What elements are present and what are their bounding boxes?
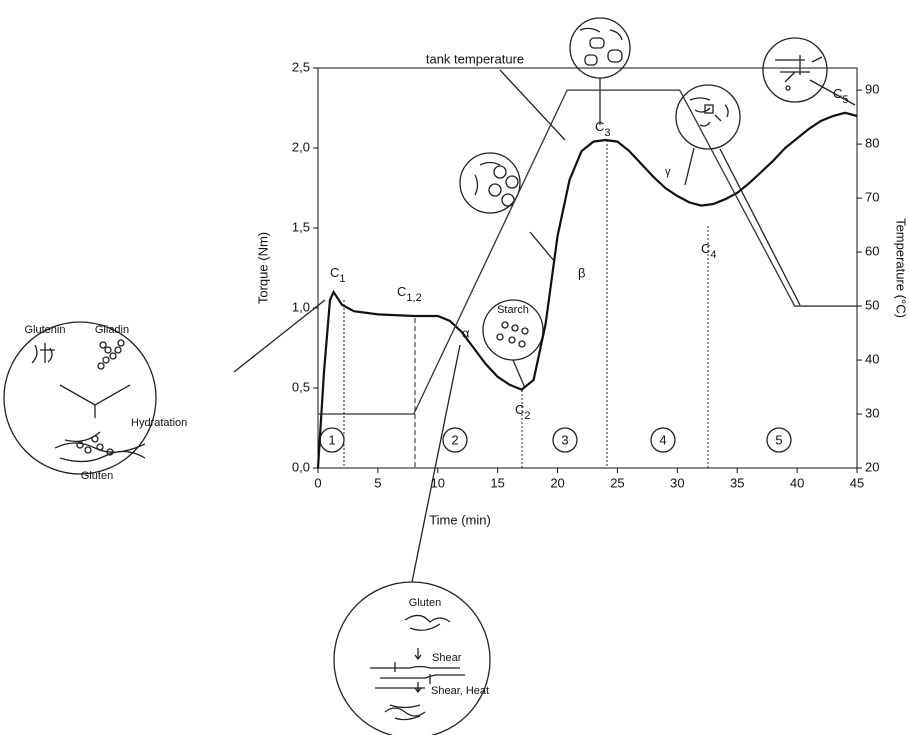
y2-tick-label: 50: [865, 297, 879, 312]
y2-tick-label: 60: [865, 244, 879, 259]
point-label: C4: [701, 241, 717, 260]
x-tick-label: 25: [610, 475, 624, 490]
x-tick-label: 10: [431, 475, 445, 490]
y-tick-label: 2,0: [292, 139, 310, 154]
x-tick-label: 20: [550, 475, 564, 490]
phase-label: β: [578, 265, 585, 280]
y2-tick-label: 70: [865, 190, 879, 205]
x-tick-label: 30: [670, 475, 684, 490]
inset-text: Shear, Heat: [431, 685, 489, 697]
arrow: [412, 345, 460, 582]
y-tick-label: 0,0: [292, 459, 310, 474]
point-label: C3: [595, 119, 611, 138]
inset-text: Gluten: [81, 470, 113, 482]
zone-label: 4: [659, 432, 666, 447]
point-label: C1,2: [397, 284, 422, 303]
zone-label: 2: [451, 432, 458, 447]
plot-frame: [318, 68, 857, 468]
point-label: C5: [833, 86, 849, 105]
point-label: C1: [330, 265, 346, 284]
chart: Time (min) Torque (Nm) Temperature (°C) …: [0, 0, 909, 735]
series-label: tank temperature: [426, 51, 524, 66]
inset-text: Glutenin: [25, 324, 66, 336]
inset-drawing: [32, 340, 145, 462]
y2-tick-label: 80: [865, 136, 879, 151]
point-label: C2: [515, 402, 531, 421]
inset-drawing: [370, 615, 465, 719]
y2-axis-label: Temperature (°C): [894, 218, 909, 318]
y-tick-label: 2,5: [292, 59, 310, 74]
inset-text: Hydratation: [131, 417, 187, 429]
y-axis-label: Torque (Nm): [255, 232, 270, 304]
x-tick-label: 40: [790, 475, 804, 490]
x-axis-label: Time (min): [429, 512, 491, 527]
x-tick-label: 15: [490, 475, 504, 490]
y-tick-label: 1,5: [292, 219, 310, 234]
inset-drawing: [497, 322, 528, 347]
zone-circles: [320, 428, 791, 452]
zone-label: 1: [328, 432, 335, 447]
inset-text: Gluten: [409, 597, 441, 609]
x-tick-label: 5: [374, 475, 381, 490]
arrow: [513, 360, 525, 388]
inset-circle: [4, 322, 156, 474]
inset-text: Starch: [497, 304, 529, 316]
x-tick-label: 0: [314, 475, 321, 490]
y2-tick-label: 20: [865, 459, 879, 474]
y2-tick-label: 90: [865, 82, 879, 97]
inset-text: Shear: [432, 652, 462, 664]
zone-label: 3: [561, 432, 568, 447]
y-tick-label: 1,0: [292, 299, 310, 314]
y-tick-label: 0,5: [292, 379, 310, 394]
arrow: [234, 300, 325, 372]
series-line: [318, 90, 857, 414]
x-tick-label: 45: [850, 475, 864, 490]
arrow: [500, 70, 565, 140]
x-tick-label: 35: [730, 475, 744, 490]
zone-label: 5: [775, 432, 782, 447]
phase-label: γ: [665, 166, 671, 178]
y2-tick-label: 30: [865, 405, 879, 420]
y2-tick-label: 40: [865, 351, 879, 366]
inset-text: Gliadin: [95, 324, 129, 336]
